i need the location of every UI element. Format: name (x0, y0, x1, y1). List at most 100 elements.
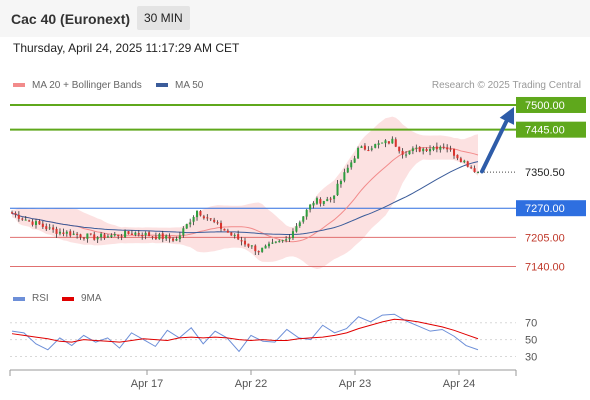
candle-body (185, 224, 188, 229)
candle-body (353, 158, 356, 163)
x-tick-label: Apr 24 (443, 378, 475, 390)
candle-body (381, 142, 384, 144)
candle-body (367, 150, 370, 152)
rsi-tick-70: 70 (525, 318, 537, 330)
candle-body (415, 147, 418, 149)
candle-body (360, 146, 363, 148)
last-price-label: 7350.50 (525, 167, 565, 179)
candle-body (216, 222, 219, 224)
candle-body (148, 232, 151, 237)
candle-body (161, 233, 164, 240)
candle-body (93, 234, 96, 240)
candle-body (82, 237, 85, 239)
candle-body (405, 154, 408, 156)
candle-body (418, 146, 421, 152)
candle-body (387, 141, 390, 144)
candle-body (411, 148, 414, 152)
candle-body (254, 245, 257, 252)
candle-body (226, 230, 229, 233)
candle-body (291, 231, 294, 239)
candle-body (374, 144, 377, 148)
candle-body (452, 148, 456, 156)
candle-body (48, 227, 51, 229)
candle-body (456, 154, 459, 159)
candle-body (38, 221, 41, 225)
candle-body (24, 219, 27, 221)
candle-body (10, 212, 14, 214)
candle-body (120, 236, 123, 238)
source-credit: Research © 2025 Trading Central (431, 80, 581, 91)
candle-body (45, 226, 48, 230)
candle-body (243, 240, 247, 245)
candle-body (79, 234, 82, 238)
candle-body (237, 234, 240, 240)
candle-body (466, 161, 469, 167)
candle-body (257, 251, 260, 253)
candle-body (408, 150, 411, 155)
x-tick-label: Apr 23 (339, 378, 371, 390)
candle-body (315, 198, 318, 204)
candle-body (69, 231, 72, 236)
candle-body (172, 238, 175, 241)
candle-body (267, 243, 271, 247)
candle-body (240, 240, 243, 242)
datetime-label: Thursday, April 24, 2025 11:17:29 AM CET (13, 41, 240, 55)
candle-body (261, 247, 264, 252)
candle-body (309, 204, 312, 210)
rsi-tick-50: 50 (525, 335, 537, 347)
candle-body (175, 238, 178, 241)
candle-body (17, 214, 20, 219)
candle-body (357, 148, 360, 159)
bollinger-band (12, 116, 478, 269)
candle-body (165, 235, 168, 239)
candle-body (14, 213, 17, 215)
candle-body (319, 199, 322, 204)
candle-body (206, 217, 209, 219)
candle-body (312, 202, 315, 206)
candle-body (343, 172, 346, 181)
candle-body (363, 145, 366, 150)
candle-body (429, 148, 432, 152)
candle-body (435, 146, 438, 150)
level-tag-7270.00 (516, 200, 586, 217)
level-label-7140.00: 7140.00 (525, 262, 565, 274)
candle-body (295, 226, 298, 232)
candle-body (336, 183, 339, 196)
candle-body (346, 167, 349, 173)
candle-body (223, 228, 226, 231)
target-arrow-shaft (480, 113, 511, 174)
candle-body (21, 218, 24, 220)
candle-body (278, 240, 281, 243)
candle-body (219, 222, 223, 229)
candle-body (274, 241, 277, 243)
target-arrow-head (499, 106, 515, 125)
candle-body (271, 242, 274, 244)
rsi-swatch (13, 297, 25, 301)
candle-body (137, 233, 140, 235)
candle-body (189, 222, 192, 225)
candle-body (182, 228, 185, 236)
candle-body (391, 138, 394, 144)
ma20-legend-label: MA 20 + Bollinger Bands (32, 80, 142, 91)
rsi-legend-label: RSI (32, 293, 49, 304)
candle-body (470, 167, 473, 169)
candle-body (202, 216, 205, 219)
ma50-legend-label: MA 50 (175, 80, 204, 91)
candle-body (459, 158, 462, 162)
candle-body (103, 234, 106, 239)
candle-body (305, 209, 308, 217)
candle-body (432, 147, 435, 150)
timeframe-button[interactable]: 30 MIN (137, 6, 190, 30)
candle-body (124, 230, 127, 238)
candle-body (96, 237, 99, 240)
candle-body (113, 234, 116, 236)
candle-body (127, 231, 130, 234)
candle-body (333, 195, 336, 200)
candle-body (76, 233, 79, 235)
candle-body (302, 216, 305, 222)
ma50-swatch (156, 83, 168, 87)
candle-body (58, 231, 61, 234)
candle-body (52, 227, 55, 230)
candle-body (422, 148, 425, 152)
candle-body (55, 228, 58, 234)
